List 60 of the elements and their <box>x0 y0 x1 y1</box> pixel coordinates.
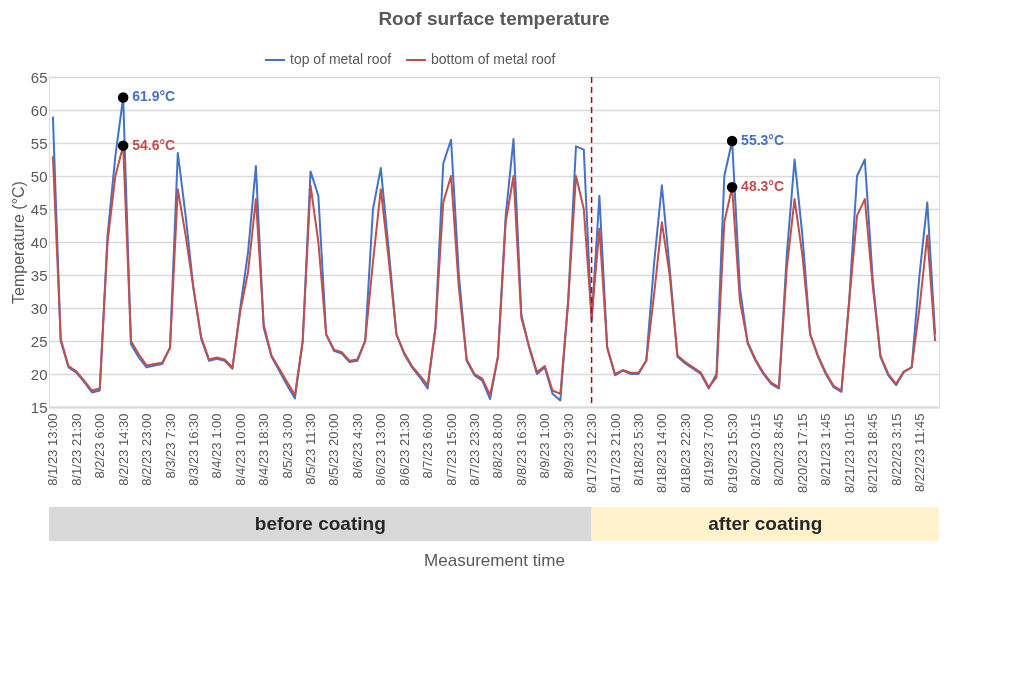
chart-title: Roof surface temperature <box>378 8 610 29</box>
x-tick-label: 8/20/23 8:45 <box>771 413 787 486</box>
y-tick-label: 65 <box>30 68 48 86</box>
x-tick-label: 8/4/23 18:30 <box>256 413 272 486</box>
x-tick-label: 8/19/23 15:30 <box>724 413 740 494</box>
x-tick-label: 8/5/23 3:00 <box>279 413 295 479</box>
y-tick-label: 15 <box>30 398 48 416</box>
x-tick-label: 8/6/23 13:00 <box>373 413 389 486</box>
y-tick-label: 60 <box>30 101 48 119</box>
x-tick-label: 8/17/23 12:30 <box>584 413 600 494</box>
legend-label: top of metal roof <box>290 51 392 67</box>
x-tick-label: 8/22/23 11:45 <box>911 413 927 493</box>
annotation: 54.6°C <box>132 136 176 153</box>
x-tick-label: 8/21/23 10:15 <box>841 413 857 494</box>
x-tick-label: 8/18/23 5:30 <box>630 413 646 486</box>
x-axis-title: Measurement time <box>424 551 565 571</box>
x-tick-label: 8/18/23 14:00 <box>654 413 670 494</box>
annotation: 48.3°C <box>741 178 785 195</box>
x-tick-label: 8/3/23 7:30 <box>162 413 178 479</box>
x-tick-label: 8/6/23 4:30 <box>349 413 365 479</box>
annotation: 61.9°C <box>132 88 176 105</box>
x-tick-label: 8/8/23 16:30 <box>513 413 529 486</box>
y-tick-label: 45 <box>30 200 48 218</box>
x-tick-label: 8/19/23 7:00 <box>701 413 717 486</box>
x-tick-label: 8/17/23 21:00 <box>607 413 623 494</box>
y-tick-label: 35 <box>30 266 48 284</box>
x-tick-label: 8/2/23 6:00 <box>92 413 108 479</box>
x-tick-label: 8/1/23 21:30 <box>68 413 84 486</box>
x-tick-label: 8/4/23 10:00 <box>232 413 248 486</box>
annotation: 55.3°C <box>741 132 785 149</box>
y-tick-label: 30 <box>30 299 48 317</box>
x-tick-label: 8/9/23 1:00 <box>537 413 553 479</box>
x-tick-label: 8/7/23 23:30 <box>466 413 482 486</box>
x-tick-label: 8/21/23 18:45 <box>865 413 881 494</box>
x-tick-label: 8/6/23 21:30 <box>396 413 412 486</box>
x-tick-label: 8/22/23 3:15 <box>888 413 904 486</box>
y-tick-label: 20 <box>30 365 48 383</box>
x-tick-label: 8/7/23 15:00 <box>443 413 459 486</box>
y-axis-title: Temperature (°C) <box>9 181 27 304</box>
y-tick-label: 40 <box>30 233 48 251</box>
x-tick-label: 8/7/23 6:00 <box>420 413 436 479</box>
x-tick-label: 8/1/23 13:00 <box>45 413 61 486</box>
x-tick-label: 8/5/23 20:00 <box>326 413 342 486</box>
x-tick-label: 8/8/23 8:00 <box>490 413 506 479</box>
x-tick-label: 8/4/23 1:00 <box>209 413 225 479</box>
x-tick-label: 8/20/23 17:15 <box>794 413 810 494</box>
y-tick-label: 25 <box>30 332 48 350</box>
x-tick-label: 8/3/23 16:30 <box>185 413 201 486</box>
x-tick-label: 8/5/23 11:30 <box>303 413 319 485</box>
y-tick-label: 55 <box>30 134 48 152</box>
text: before coating <box>254 513 386 534</box>
x-tick-label: 8/20/23 0:15 <box>748 413 764 486</box>
y-tick-label: 50 <box>30 167 48 185</box>
legend-label: bottom of metal roof <box>431 51 556 67</box>
x-tick-label: 8/21/23 1:45 <box>818 413 834 486</box>
x-tick-label: 8/2/23 23:00 <box>139 413 155 486</box>
text: after coating <box>708 513 823 534</box>
x-tick-label: 8/2/23 14:30 <box>115 413 131 486</box>
x-tick-label: 8/9/23 9:30 <box>560 413 576 479</box>
x-tick-label: 8/18/23 22:30 <box>677 413 693 494</box>
